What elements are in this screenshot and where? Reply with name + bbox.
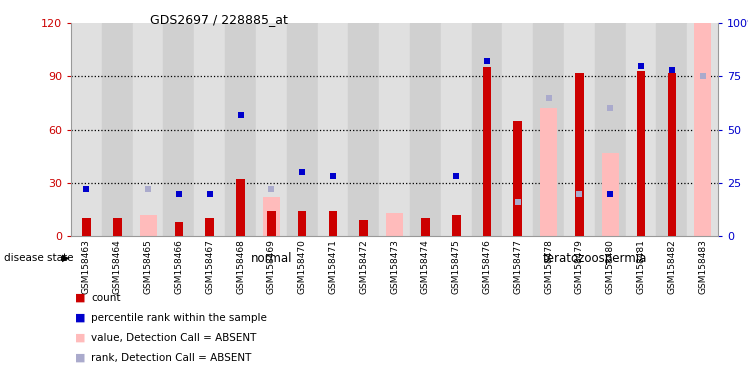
Bar	[236, 179, 245, 236]
Bar	[349, 23, 379, 236]
Text: ■: ■	[75, 353, 85, 362]
Bar	[667, 73, 676, 236]
Bar	[113, 218, 122, 236]
Bar	[421, 218, 429, 236]
Bar	[206, 218, 214, 236]
Bar	[298, 211, 307, 236]
Bar	[132, 23, 164, 236]
Bar	[602, 153, 619, 236]
Bar	[625, 23, 657, 236]
Text: normal: normal	[251, 252, 292, 265]
Bar	[513, 121, 522, 236]
Text: value, Detection Call = ABSENT: value, Detection Call = ABSENT	[91, 333, 257, 343]
Bar	[410, 23, 441, 236]
Text: GDS2697 / 228885_at: GDS2697 / 228885_at	[150, 13, 287, 26]
Bar	[194, 23, 225, 236]
Bar	[694, 23, 711, 236]
Bar	[503, 23, 533, 236]
Bar	[575, 73, 583, 236]
Bar	[540, 108, 557, 236]
Text: teratozoospermia: teratozoospermia	[542, 252, 647, 265]
Bar	[386, 213, 403, 236]
Bar	[657, 23, 687, 236]
Text: ■: ■	[75, 333, 85, 343]
Text: count: count	[91, 293, 120, 303]
Text: percentile rank within the sample: percentile rank within the sample	[91, 313, 267, 323]
Bar	[286, 23, 318, 236]
Bar	[164, 23, 194, 236]
Bar	[225, 23, 256, 236]
Bar	[71, 23, 102, 236]
Bar	[360, 220, 368, 236]
Bar	[328, 211, 337, 236]
Text: ■: ■	[75, 293, 85, 303]
Bar	[379, 23, 410, 236]
Text: ■: ■	[75, 313, 85, 323]
Bar	[140, 215, 156, 236]
Bar	[256, 23, 286, 236]
Bar	[471, 23, 503, 236]
Bar	[318, 23, 349, 236]
Bar	[267, 211, 276, 236]
Bar	[533, 23, 564, 236]
Text: disease state: disease state	[4, 253, 73, 263]
Text: rank, Detection Call = ABSENT: rank, Detection Call = ABSENT	[91, 353, 251, 362]
Bar	[482, 68, 491, 236]
Bar	[687, 23, 718, 236]
Bar	[263, 197, 280, 236]
Bar	[595, 23, 625, 236]
Bar	[452, 215, 461, 236]
Bar	[82, 218, 91, 236]
Text: ▶: ▶	[62, 253, 70, 263]
Bar	[102, 23, 132, 236]
Bar	[174, 222, 183, 236]
Bar	[564, 23, 595, 236]
Bar	[441, 23, 471, 236]
Bar	[637, 71, 646, 236]
